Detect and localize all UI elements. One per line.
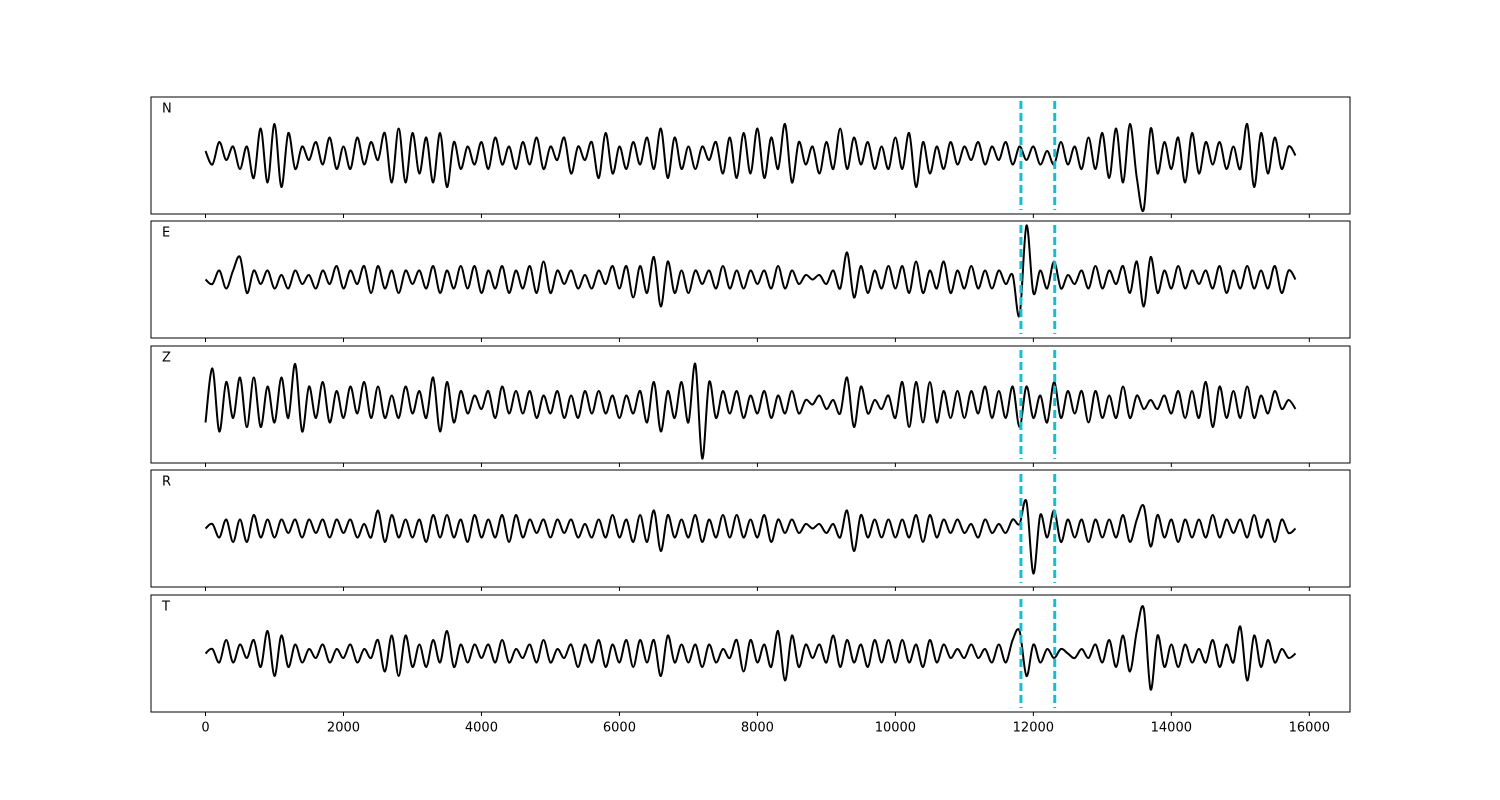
panel-frame [150, 469, 1351, 588]
waveform [204, 122, 1297, 213]
x-tick-label: 0 [201, 721, 209, 736]
panel-label: N [162, 102, 172, 117]
panel-label: R [162, 475, 171, 490]
x-tick-label: 12000 [1013, 721, 1054, 736]
panel-frame [150, 345, 1351, 464]
x-tick-label: 14000 [1151, 721, 1192, 736]
panel-label: Z [162, 351, 171, 366]
waveform [204, 224, 1297, 318]
x-tick-label: 6000 [603, 721, 636, 736]
panel-label: E [162, 226, 170, 241]
panel-label: T [161, 600, 170, 615]
x-tick-label: 4000 [465, 721, 498, 736]
waveform [204, 362, 1297, 460]
panel-frame [150, 220, 1351, 339]
x-tick-label: 2000 [327, 721, 360, 736]
x-tick-label: 8000 [741, 721, 774, 736]
waveform [204, 498, 1297, 575]
waveform [204, 605, 1297, 691]
x-tick-label: 10000 [875, 721, 916, 736]
panel-frame [150, 594, 1351, 713]
x-tick-label: 16000 [1289, 721, 1330, 736]
panel-frame [150, 96, 1351, 215]
